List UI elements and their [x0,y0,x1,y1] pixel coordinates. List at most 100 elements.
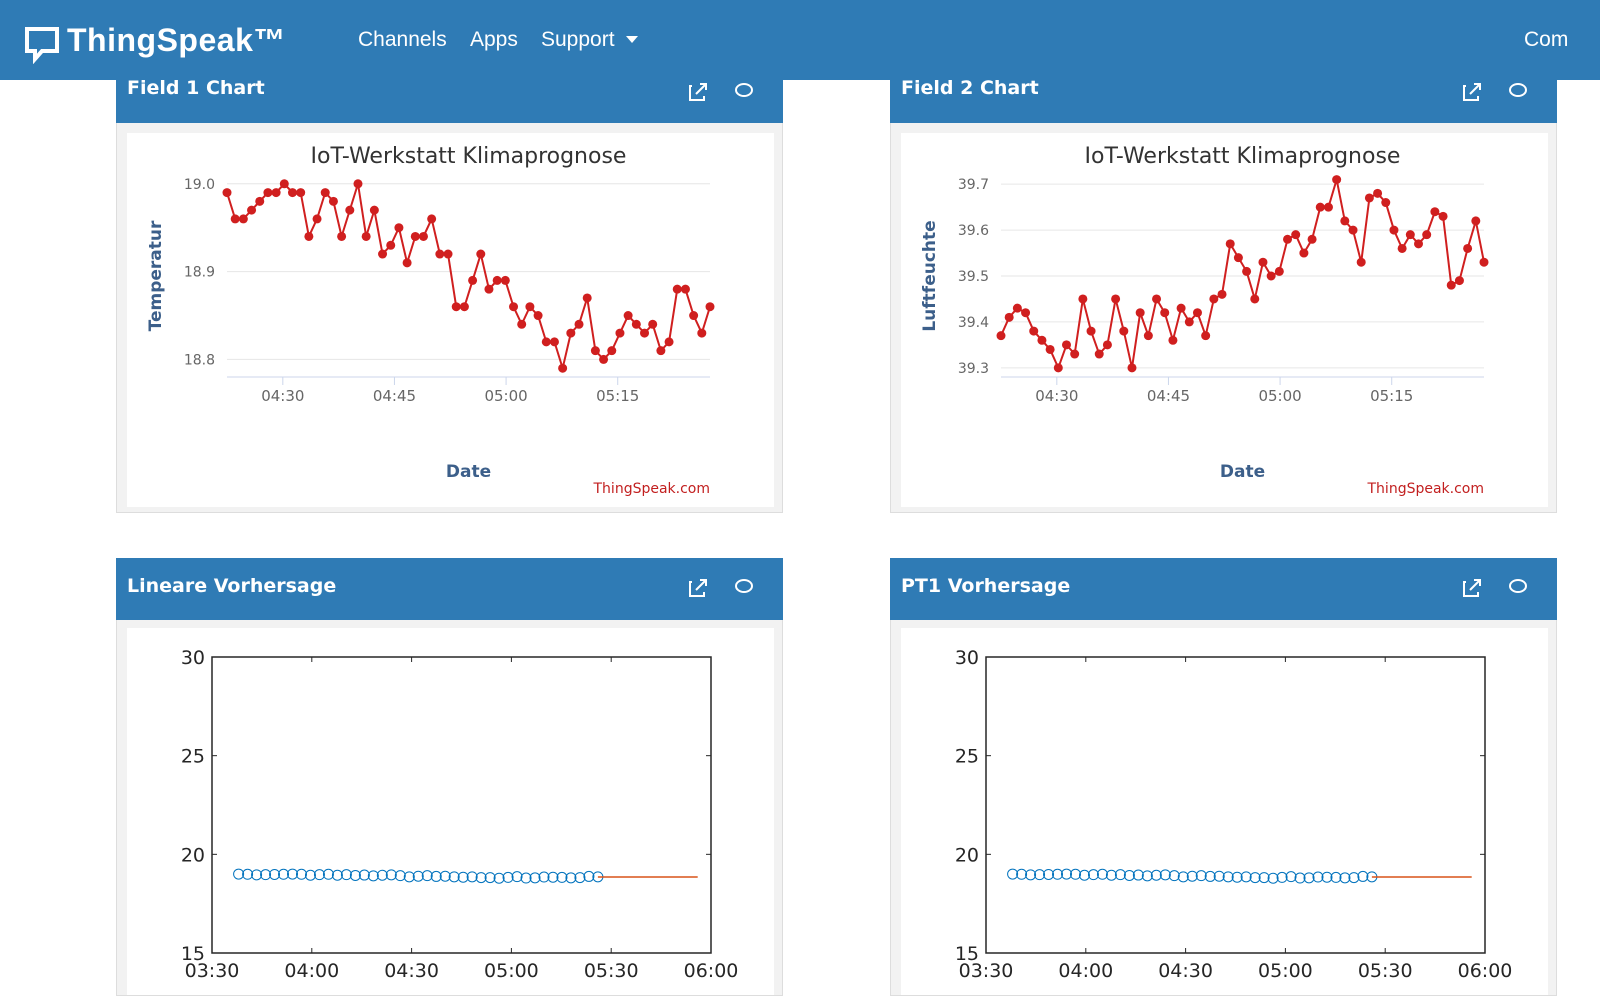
chart: IoT-Werkstatt Klimaprognose 39.3 39.4 39.5 3… [901,133,1548,507]
nav-link[interactable]: Com [1524,28,1569,51]
data-point [574,872,586,884]
dropdown-caret [626,36,638,43]
data-point [1414,239,1424,249]
data-point [1330,871,1342,883]
data-point [1070,349,1080,359]
x-tick-label: 06:00 [1458,960,1513,982]
data-point [369,205,379,215]
y-tick-label: 39.5 [958,269,989,285]
data-point [1053,363,1063,373]
data-point [1111,294,1121,304]
data-point [435,249,445,259]
axes-box [211,656,712,954]
y-tick-label: 18.8 [184,352,215,368]
data-point [313,869,325,881]
data-point [386,240,396,250]
data-point [1177,871,1189,883]
panel-icons[interactable] [686,576,766,600]
y-tick-label: 39.7 [958,177,989,193]
data-point [1143,331,1153,341]
panel-title: Field 2 Chart [901,77,1039,99]
nav-link[interactable]: Support [541,28,615,51]
data-point [623,311,633,321]
data-point [1025,869,1037,881]
logo-icon [25,27,59,64]
y-tick-label: 19.0 [184,177,215,193]
data-point [640,328,650,338]
data-point [1045,344,1055,354]
data-point [320,188,330,198]
data-point [1034,869,1046,881]
y-axis-label: Temperatur [146,220,166,331]
chart-card [901,133,1548,507]
data-point [418,231,428,241]
panel-icons[interactable] [1460,80,1540,104]
data-point [1012,303,1022,313]
data-point [1043,868,1055,880]
data-point [457,871,469,883]
y-tick-label: 18.9 [184,265,215,281]
data-point [1159,869,1171,881]
data-point [279,179,289,189]
data-point [1299,248,1309,258]
data-point [1231,871,1243,883]
panel-icons[interactable] [1460,576,1540,600]
data-point [459,302,469,312]
nav-link[interactable]: Apps [470,28,518,51]
data-point [1061,340,1071,350]
x-tick-label: 04:30 [261,387,304,405]
data-point [1276,871,1288,883]
chart: IoT-Werkstatt Klimaprognose 18.8 18.9 19.0 0… [127,133,774,507]
y-tick-label: 15 [955,943,979,965]
data-point [238,214,248,224]
data-point [1037,335,1047,345]
x-tick-label: 04:30 [384,960,439,982]
y-tick-label: 25 [955,746,979,768]
data-point [1119,326,1129,336]
data-point [378,249,388,259]
x-tick-label: 06:00 [684,960,739,982]
data-point [468,275,478,285]
data-point [1094,349,1104,359]
data-point [1339,872,1351,884]
data-point [430,870,442,882]
data-point [590,346,600,356]
data-point [1184,317,1194,327]
data-point [517,319,527,329]
panel: PT1 Vorhersage 15 20 25 30 03:30 04:00 04:30 05… [890,558,1557,996]
data-point [1195,870,1207,882]
data-point [1348,225,1358,235]
brand[interactable]: ThingSpeak™ [67,22,286,58]
data-point [996,331,1006,341]
x-tick-label: 04:30 [1035,387,1078,405]
data-point [476,249,486,259]
chart-title: IoT-Werkstatt Klimaprognose [311,144,627,169]
data-point [583,870,595,882]
data-point [1291,230,1301,240]
data-point [421,870,433,882]
data-point [1086,326,1096,336]
y-tick-label: 30 [181,647,205,669]
panel-title: Lineare Vorhersage [127,575,337,597]
data-point [1132,869,1144,881]
panel-title: PT1 Vorhersage [901,575,1071,597]
data-point [1250,294,1260,304]
data-point [574,319,584,329]
data-point [242,868,254,880]
panel: Field 1 Chart IoT-Werkstatt Klimaprognos… [116,79,783,513]
data-point [1029,326,1039,336]
data-point [1438,211,1448,221]
data-point [664,337,674,347]
data-point [1078,294,1088,304]
data-point [1016,868,1028,880]
x-tick-label: 05:30 [584,960,639,982]
data-point [1007,868,1019,880]
panel-icons[interactable] [686,80,766,104]
data-point [1323,202,1333,212]
data-point [1430,207,1440,217]
data-point [565,872,577,884]
y-tick-label: 15 [181,943,205,965]
nav-link[interactable]: Channels [358,28,447,51]
data-point [1285,871,1297,883]
data-point [1303,872,1315,884]
